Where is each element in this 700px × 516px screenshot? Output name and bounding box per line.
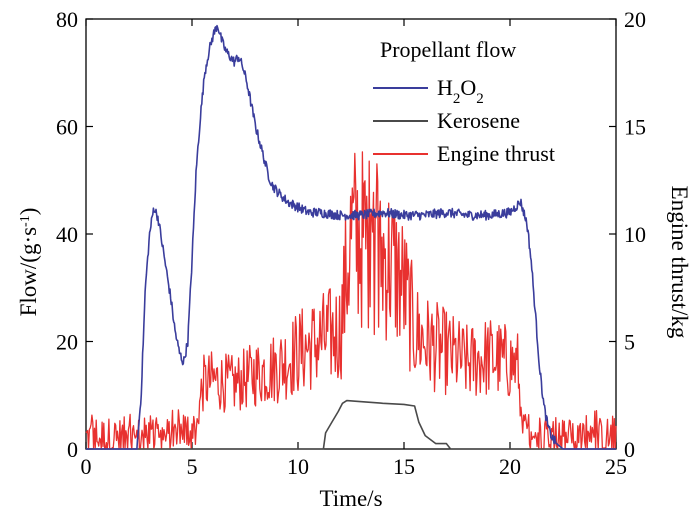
y-right-ticks: 0 5 10 15 20 xyxy=(609,7,646,462)
y-right-tick-label: 5 xyxy=(624,330,635,355)
y-left-ticks: 0 20 40 60 80 xyxy=(56,7,93,462)
legend-title: Propellant flow xyxy=(380,37,516,62)
series-h2o2-line xyxy=(85,24,617,450)
x-tick-label: 5 xyxy=(187,454,198,479)
x-tick-label: 25 xyxy=(605,454,627,479)
y-left-axis-title: Flow/(g·s-1) xyxy=(16,208,41,317)
legend-label-thrust: Engine thrust xyxy=(437,141,555,166)
y-left-tick-label: 60 xyxy=(56,115,78,140)
x-tick-label: 0 xyxy=(81,454,92,479)
series-thrust-line xyxy=(85,151,617,450)
x-tick-label: 20 xyxy=(499,454,521,479)
series-lines xyxy=(85,24,617,450)
y-right-tick-label: 15 xyxy=(624,115,646,140)
y-right-axis-title: Engine thrust/kg xyxy=(667,186,692,339)
legend-label-h2o2: H2O2 xyxy=(437,75,484,107)
x-axis-title: Time/s xyxy=(319,486,382,511)
y-right-tick-label: 0 xyxy=(624,437,635,462)
y-left-tick-label: 0 xyxy=(67,437,78,462)
y-right-tick-label: 20 xyxy=(624,7,646,32)
x-tick-label: 10 xyxy=(287,454,309,479)
legend-label-kerosene: Kerosene xyxy=(437,108,520,133)
series-kerosene-line xyxy=(86,399,616,450)
legend: Propellant flow H2O2 Kerosene Engine thr… xyxy=(373,37,555,166)
y-left-tick-label: 80 xyxy=(56,7,78,32)
y-right-tick-label: 10 xyxy=(624,222,646,247)
y-left-tick-label: 40 xyxy=(56,222,78,247)
x-ticks: 0 5 10 15 20 25 xyxy=(81,19,627,479)
y-left-tick-label: 20 xyxy=(56,330,78,355)
x-tick-label: 15 xyxy=(393,454,415,479)
